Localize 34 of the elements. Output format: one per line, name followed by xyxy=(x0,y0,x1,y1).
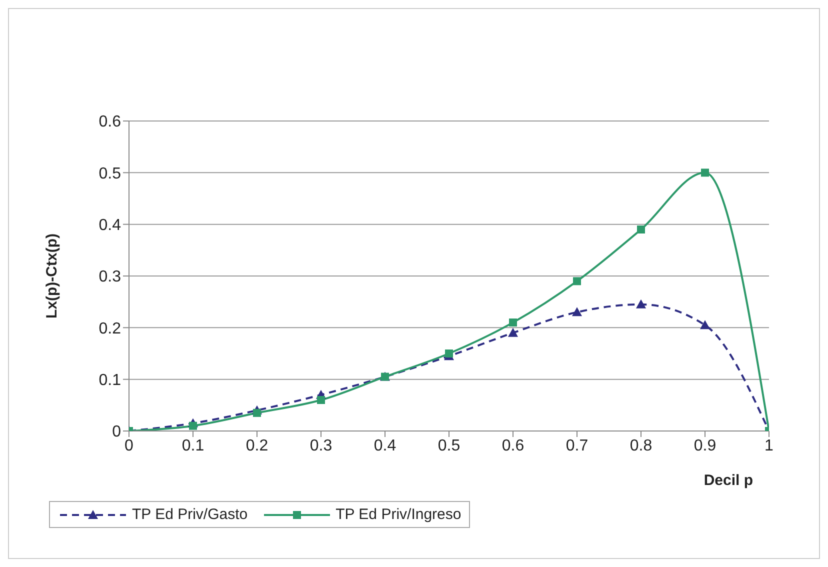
y-tick-label: 0.4 xyxy=(98,217,122,234)
point xyxy=(445,350,453,358)
y-tick-label: 0 xyxy=(112,424,122,441)
point xyxy=(573,277,581,286)
point xyxy=(636,299,646,308)
x-tick-label: 0.4 xyxy=(374,437,396,454)
point xyxy=(509,318,517,326)
x-tick-label: 0.1 xyxy=(182,437,204,454)
point xyxy=(253,408,261,417)
y-axis-title: Lx(p)-Ctx(p) xyxy=(43,234,60,318)
y-tick-label: 0.1 xyxy=(98,372,122,390)
x-tick-label: 0.6 xyxy=(502,437,524,454)
x-tick-label: 0.8 xyxy=(630,437,652,454)
point xyxy=(700,320,710,330)
x-tick-label: 0.5 xyxy=(438,437,460,454)
point xyxy=(317,396,325,404)
x-axis-title: Decil p xyxy=(704,472,753,489)
y-tick-label: 0.6 xyxy=(98,114,122,131)
point xyxy=(572,307,582,316)
point xyxy=(701,168,709,177)
point xyxy=(189,422,197,430)
y-tick-label: 0.3 xyxy=(98,268,122,286)
y-tick-label: 0.5 xyxy=(98,165,122,182)
x-tick-label: 0.3 xyxy=(310,437,332,454)
point xyxy=(637,226,645,234)
legend-label: TP Ed Priv/Ingreso xyxy=(336,506,462,523)
x-tick-label: 1 xyxy=(764,437,774,454)
x-tick-label: 0.2 xyxy=(246,437,268,454)
x-tick-label: 0.9 xyxy=(694,437,716,454)
legend-label: TP Ed Priv/Gasto xyxy=(132,506,248,523)
point xyxy=(508,328,518,337)
x-tick-label: 0 xyxy=(124,437,134,454)
y-tick-label: 0.2 xyxy=(98,320,122,338)
x-tick-label: 0.7 xyxy=(566,437,588,454)
